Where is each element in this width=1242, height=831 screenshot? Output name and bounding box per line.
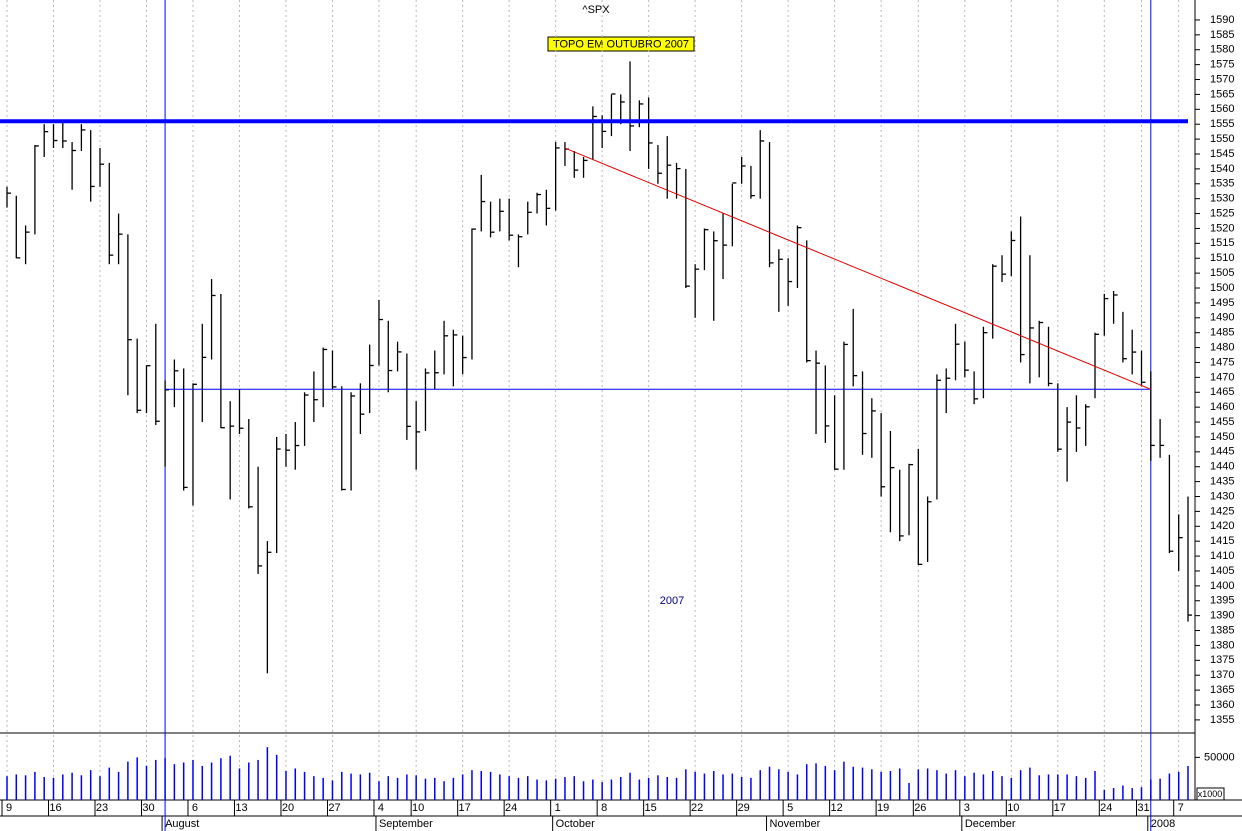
annotation: TOPO EM OUTUBRO 2007 — [553, 38, 689, 50]
x-tick-label: 20 — [282, 802, 294, 814]
y-tick-label: 1465 — [1210, 386, 1234, 398]
month-label: December — [965, 818, 1016, 830]
y-tick-label: 1525 — [1210, 207, 1234, 219]
x-tick-label: 23 — [96, 802, 108, 814]
y-tick-label: 1550 — [1210, 133, 1234, 145]
y-tick-label: 1540 — [1210, 163, 1234, 175]
x-tick-label: 1 — [555, 802, 561, 814]
y-tick-label: 1445 — [1210, 446, 1234, 458]
y-tick-label: 1555 — [1210, 118, 1234, 130]
y-tick-label: 1530 — [1210, 193, 1234, 205]
y-tick-label: 1535 — [1210, 178, 1234, 190]
y-tick-label: 1575 — [1210, 59, 1234, 71]
x-tick-label: 17 — [459, 802, 471, 814]
y-tick-label: 1365 — [1210, 684, 1234, 696]
y-tick-label: 1480 — [1210, 341, 1234, 353]
x-tick-label: 4 — [378, 802, 384, 814]
y-tick-label: 1515 — [1210, 237, 1234, 249]
y-tick-label: 1545 — [1210, 148, 1234, 160]
x-tick-label: 26 — [914, 802, 926, 814]
y-tick-label: 1510 — [1210, 252, 1234, 264]
x-tick-label: 24 — [1100, 802, 1112, 814]
x-tick-label: 13 — [235, 802, 247, 814]
x-tick-label: 19 — [877, 802, 889, 814]
y-tick-label: 1570 — [1210, 73, 1234, 85]
y-tick-label: 1455 — [1210, 416, 1234, 428]
x-tick-label: 9 — [6, 802, 12, 814]
y-tick-label: 1560 — [1210, 103, 1234, 115]
x-tick-label: 10 — [412, 802, 424, 814]
y-tick-label: 1375 — [1210, 654, 1234, 666]
y-tick-label: 1565 — [1210, 88, 1234, 100]
x-tick-label: 8 — [601, 802, 607, 814]
y-tick-label: 1490 — [1210, 312, 1234, 324]
x-tick-label: 24 — [505, 802, 517, 814]
month-label: October — [556, 818, 595, 830]
y-tick-label: 1580 — [1210, 44, 1234, 56]
month-label: September — [379, 818, 433, 830]
y-tick-label: 1475 — [1210, 356, 1234, 368]
y-tick-label: 1425 — [1210, 505, 1234, 517]
y-tick-label: 1590 — [1210, 14, 1234, 26]
y-tick-label: 1450 — [1210, 431, 1234, 443]
y-tick-label: 1405 — [1210, 565, 1234, 577]
month-label: November — [770, 818, 821, 830]
y-tick-label: 1360 — [1210, 699, 1234, 711]
month-label: August — [165, 818, 199, 830]
unit-box — [1196, 787, 1225, 801]
y-tick-label: 1400 — [1210, 580, 1234, 592]
y-tick-label: 1485 — [1210, 327, 1234, 339]
y-tick-label: 1420 — [1210, 520, 1234, 532]
chart-title: ^SPX — [582, 4, 610, 16]
x-tick-label: 17 — [1054, 802, 1066, 814]
y-tick-label: 1395 — [1210, 595, 1234, 607]
x-tick-label: 31 — [1137, 802, 1149, 814]
y-tick-label: 1415 — [1210, 535, 1234, 547]
x-tick-label: 22 — [691, 802, 703, 814]
y-tick-label: 1380 — [1210, 639, 1234, 651]
x-tick-label: 27 — [328, 802, 340, 814]
y-tick-label: 1505 — [1210, 267, 1234, 279]
y-tick-label: 1390 — [1210, 610, 1234, 622]
x-tick-label: 16 — [49, 802, 61, 814]
y-tick-label: 1385 — [1210, 624, 1234, 636]
x-tick-label: 3 — [964, 802, 970, 814]
x-tick-label: 5 — [787, 802, 793, 814]
x-tick-label: 15 — [645, 802, 657, 814]
year-label: 2007 — [660, 595, 684, 607]
y-tick-label: 1460 — [1210, 401, 1234, 413]
x-tick-label: 12 — [831, 802, 843, 814]
y-tick-label: 1435 — [1210, 476, 1234, 488]
volume-tick-label: 50000 — [1204, 751, 1235, 763]
y-tick-label: 1585 — [1210, 29, 1234, 41]
y-tick-label: 1495 — [1210, 297, 1234, 309]
x-tick-label: 6 — [192, 802, 198, 814]
x-tick-label: 10 — [1007, 802, 1019, 814]
y-tick-label: 1500 — [1210, 282, 1234, 294]
y-tick-label: 1410 — [1210, 550, 1234, 562]
y-tick-label: 1370 — [1210, 669, 1234, 681]
annotation-box — [547, 36, 695, 52]
x-tick-label: 7 — [1178, 802, 1184, 814]
month-label: 2008 — [1151, 818, 1175, 830]
y-tick-label: 1440 — [1210, 461, 1234, 473]
x-tick-label: 30 — [142, 802, 154, 814]
y-tick-label: 1355 — [1210, 714, 1234, 726]
volume-unit: x1000 — [1198, 789, 1223, 799]
trend-line — [564, 147, 1151, 390]
y-tick-label: 1520 — [1210, 222, 1234, 234]
y-tick-label: 1430 — [1210, 490, 1234, 502]
y-tick-label: 1470 — [1210, 371, 1234, 383]
x-tick-label: 29 — [738, 802, 750, 814]
